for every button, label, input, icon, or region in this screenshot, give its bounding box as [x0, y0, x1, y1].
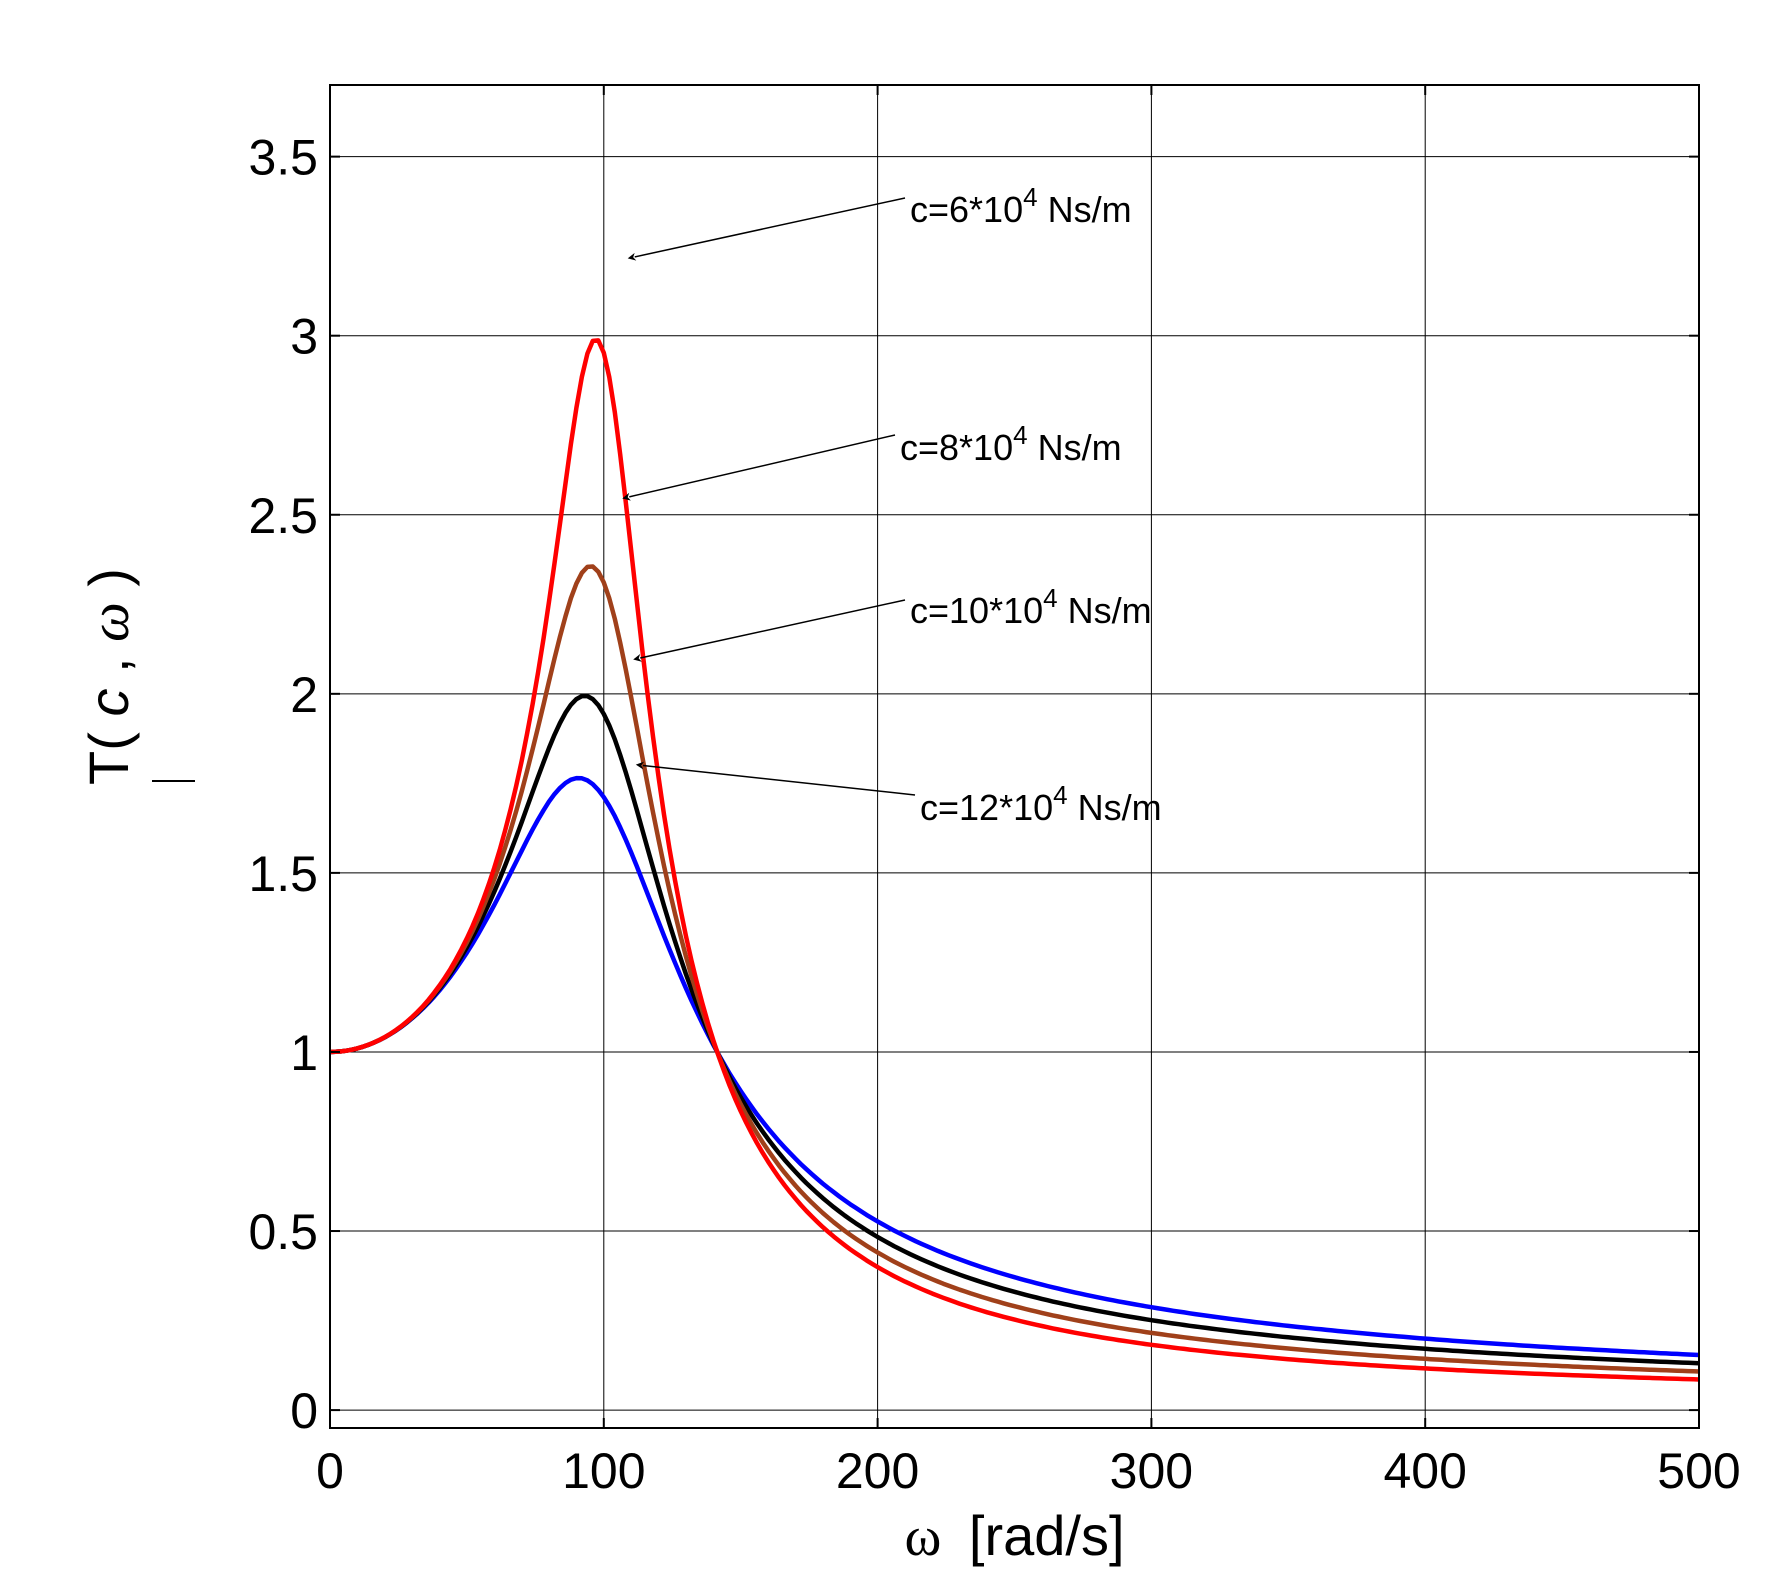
y-axis-var-c: c: [77, 689, 140, 717]
axis-ticks: 0 100 200 300 400 500 0 0.5 1 1.5 2 2.5 3 3.5: [248, 85, 1741, 1499]
x-tick-label: 300: [1110, 1443, 1193, 1499]
y-axis-prefix: T(: [77, 732, 140, 785]
y-axis-separator: ,: [77, 642, 140, 673]
annotation-label: c=12*104 Ns/m: [920, 780, 1162, 828]
annotation-label: c=8*104 Ns/m: [900, 420, 1122, 468]
grid-lines: [330, 85, 1699, 1428]
series-line: [329, 693, 1700, 1366]
series-line: [329, 564, 1700, 1374]
annotation-label: c=10*104 Ns/m: [910, 583, 1152, 631]
x-tick-label: 500: [1657, 1443, 1740, 1499]
y-tick-label: 3.5: [248, 130, 318, 186]
y-axis-var-omega: ω: [79, 602, 141, 642]
y-axis-suffix: ): [77, 568, 140, 587]
y-tick-label: 3: [290, 309, 318, 365]
y-tick-label: 2.5: [248, 488, 318, 544]
series-lines: [329, 338, 1700, 1382]
y-tick-label: 1.5: [248, 846, 318, 902]
y-axis-title: T( c , ω ): [77, 568, 141, 785]
annotation-arrow: [635, 761, 916, 796]
x-axis-title: ω [rad/s]: [904, 1504, 1124, 1568]
y-tick-label: 0.5: [248, 1204, 318, 1260]
curve-annotations: c=6*104 Ns/m c=8*104 Ns/m c=10*104 Ns/m c=1…: [622, 182, 1162, 828]
x-tick-label: 100: [562, 1443, 645, 1499]
series-line: [329, 338, 1700, 1382]
annotation-arrow: [633, 599, 906, 662]
x-tick-label: 0: [316, 1443, 344, 1499]
series-line: [329, 775, 1700, 1358]
annotation-arrow: [622, 434, 896, 501]
x-tick-label: 200: [836, 1443, 919, 1499]
annotation-arrow: [627, 197, 906, 261]
x-tick-label: 400: [1383, 1443, 1466, 1499]
x-axis-unit: [rad/s]: [969, 1504, 1125, 1567]
annotation-label: c=6*104 Ns/m: [910, 182, 1132, 230]
plot-area-frame: [329, 84, 1700, 1429]
y-tick-label: 0: [290, 1383, 318, 1439]
y-tick-label: 2: [290, 667, 318, 723]
x-axis-symbol: ω: [904, 1506, 941, 1568]
y-tick-label: 1: [290, 1025, 318, 1081]
